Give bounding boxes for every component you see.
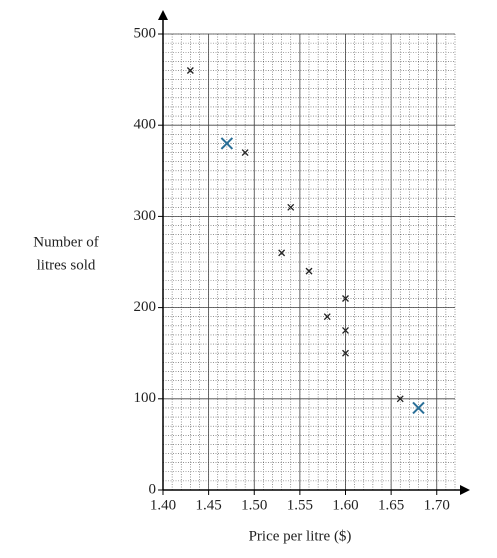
data-point [241,149,249,157]
y-axis-arrow [158,10,168,20]
x-tick-label: 1.55 [287,497,313,513]
x-tick-label: 1.60 [332,497,358,513]
data-point [186,67,194,74]
y-tick-label: 400 [134,117,157,133]
y-tick-label: 500 [134,25,157,41]
x-axis-label: Price per litre ($) [249,528,352,544]
data-point [396,395,404,403]
y-tick-label: 100 [134,390,157,406]
y-tick-label: 300 [134,208,157,224]
x-tick-label: 1.40 [150,497,176,513]
data-point [342,295,349,302]
x-tick-label: 1.45 [196,497,222,513]
y-axis-label: Number of [33,234,98,250]
x-axis-arrow [460,485,470,495]
x-tick-label: 1.70 [424,497,450,513]
x-tick-label: 1.50 [241,497,267,513]
x-tick-label: 1.65 [378,497,404,513]
grid [162,33,456,491]
y-tick-label: 200 [134,299,157,315]
data-point [342,326,349,334]
data-point [220,137,234,150]
data-point [305,267,313,275]
data-point [342,349,349,357]
y-axis-label: litres sold [37,257,96,273]
data-point [278,249,286,257]
data-point [412,401,425,415]
data-point [287,203,295,211]
data-point [323,313,331,321]
y-tick-label: 0 [149,481,157,497]
